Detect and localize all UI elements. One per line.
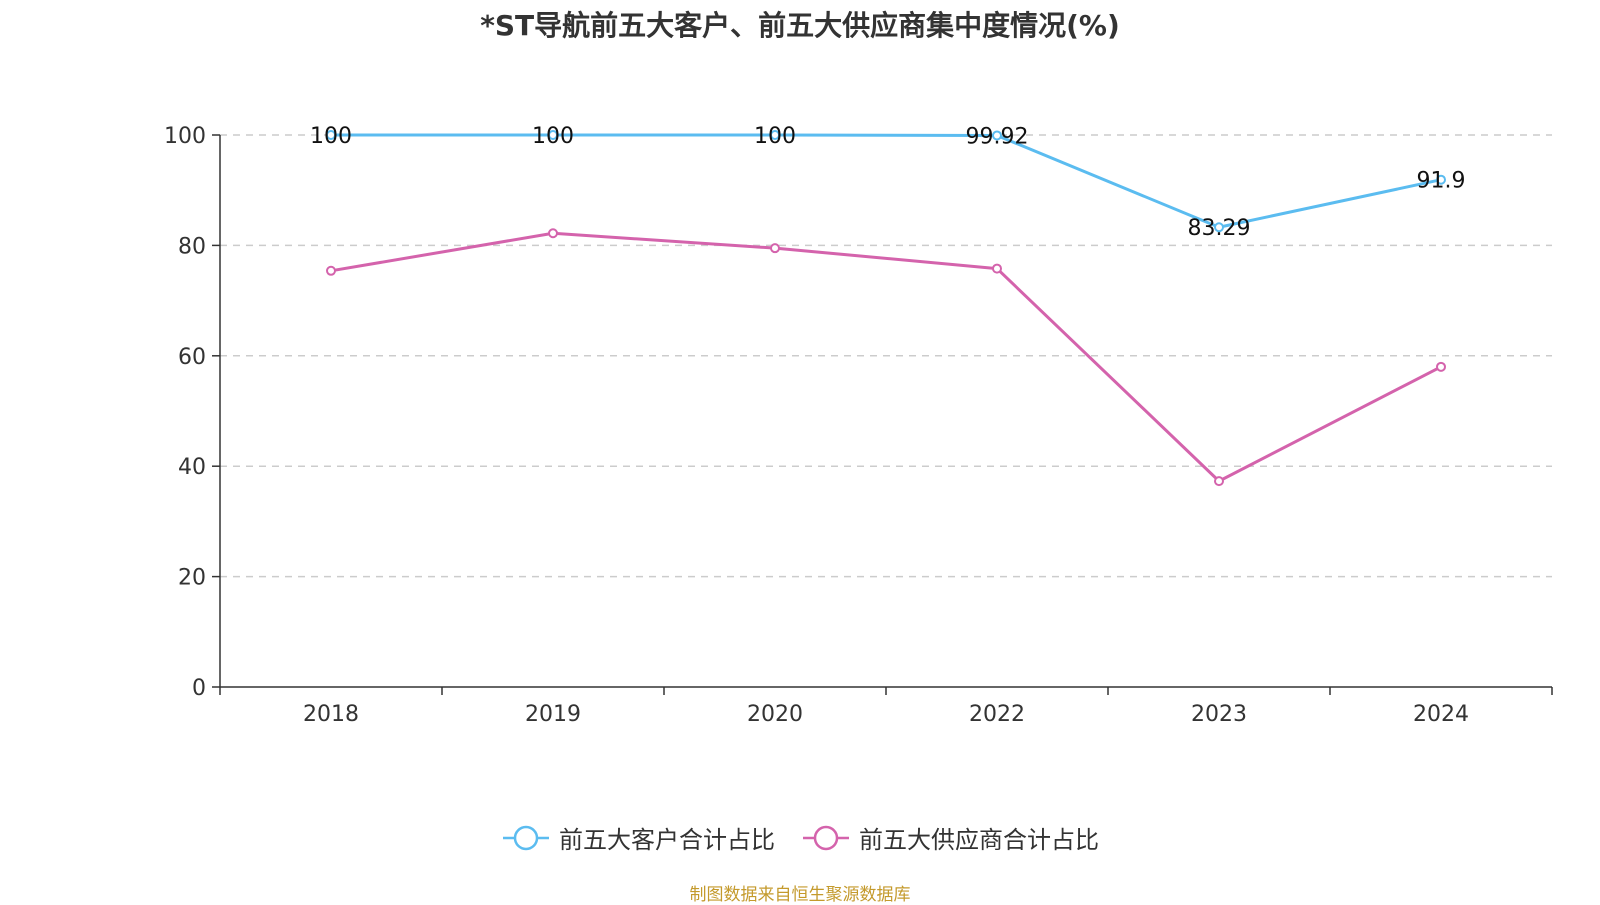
grid-lines [220, 134, 1552, 578]
legend-item[interactable]: 前五大客户合计占比 [501, 820, 775, 855]
data-point [1214, 476, 1224, 487]
legend-marker-icon [803, 825, 849, 850]
y-tick-label: 20 [178, 566, 206, 591]
data-point [548, 130, 558, 140]
x-tick-label: 2019 [525, 702, 581, 727]
x-tick-label: 2022 [969, 702, 1025, 727]
y-tick-label: 100 [164, 124, 206, 149]
data-point [1214, 222, 1224, 233]
x-tick-label: 2018 [303, 702, 359, 727]
data-point [326, 265, 336, 276]
data-labels: 100 100 100 99.92 83.29 91.9 [310, 124, 1465, 241]
legend-label: 前五大供应商合计占比 [859, 826, 1099, 854]
series [326, 130, 1446, 487]
y-tick-label: 60 [178, 345, 206, 370]
legend-item[interactable]: 前五大供应商合计占比 [801, 820, 1099, 855]
data-point [770, 130, 780, 140]
data-label: 99.92 [966, 124, 1029, 149]
x-tick-label: 2024 [1413, 702, 1469, 727]
y-tick-label: 80 [178, 234, 206, 259]
data-label: 100 [754, 124, 796, 149]
legend-marker-circle [813, 825, 839, 850]
y-tick-label: 0 [192, 676, 206, 701]
data-point [326, 130, 336, 140]
legend-label: 前五大客户合计占比 [559, 826, 775, 854]
legend: 前五大客户合计占比 前五大供应商合计占比 [0, 820, 1600, 855]
axes: 0 20 40 60 80 100 2018 2019 2020 2022 2023 2024 [164, 124, 1553, 727]
x-tick-label: 2023 [1191, 702, 1247, 727]
data-point [770, 243, 780, 254]
legend-marker-icon [503, 825, 549, 850]
data-label: 100 [310, 124, 352, 149]
data-point [1436, 174, 1446, 185]
chart-title: *ST导航前五大客户、前五大供应商集中度情况(%) [480, 9, 1120, 42]
data-label: 100 [532, 124, 574, 149]
y-tick-label: 40 [178, 455, 206, 480]
data-point [1436, 361, 1446, 372]
data-label: 83.29 [1188, 216, 1251, 241]
data-point [548, 228, 558, 239]
series-line-1 [331, 133, 1442, 229]
data-label: 91.9 [1417, 169, 1466, 194]
data-point [992, 130, 1002, 141]
x-tick-label: 2020 [747, 702, 803, 727]
legend-marker-circle [513, 825, 539, 850]
series-line-2 [330, 231, 1442, 483]
source-note: 制图数据来自恒生聚源数据库 [689, 885, 911, 905]
data-point [992, 263, 1002, 274]
line-chart: 0 20 40 60 80 100 2018 2019 2020 2022 2023 2024 100… [164, 124, 1553, 727]
